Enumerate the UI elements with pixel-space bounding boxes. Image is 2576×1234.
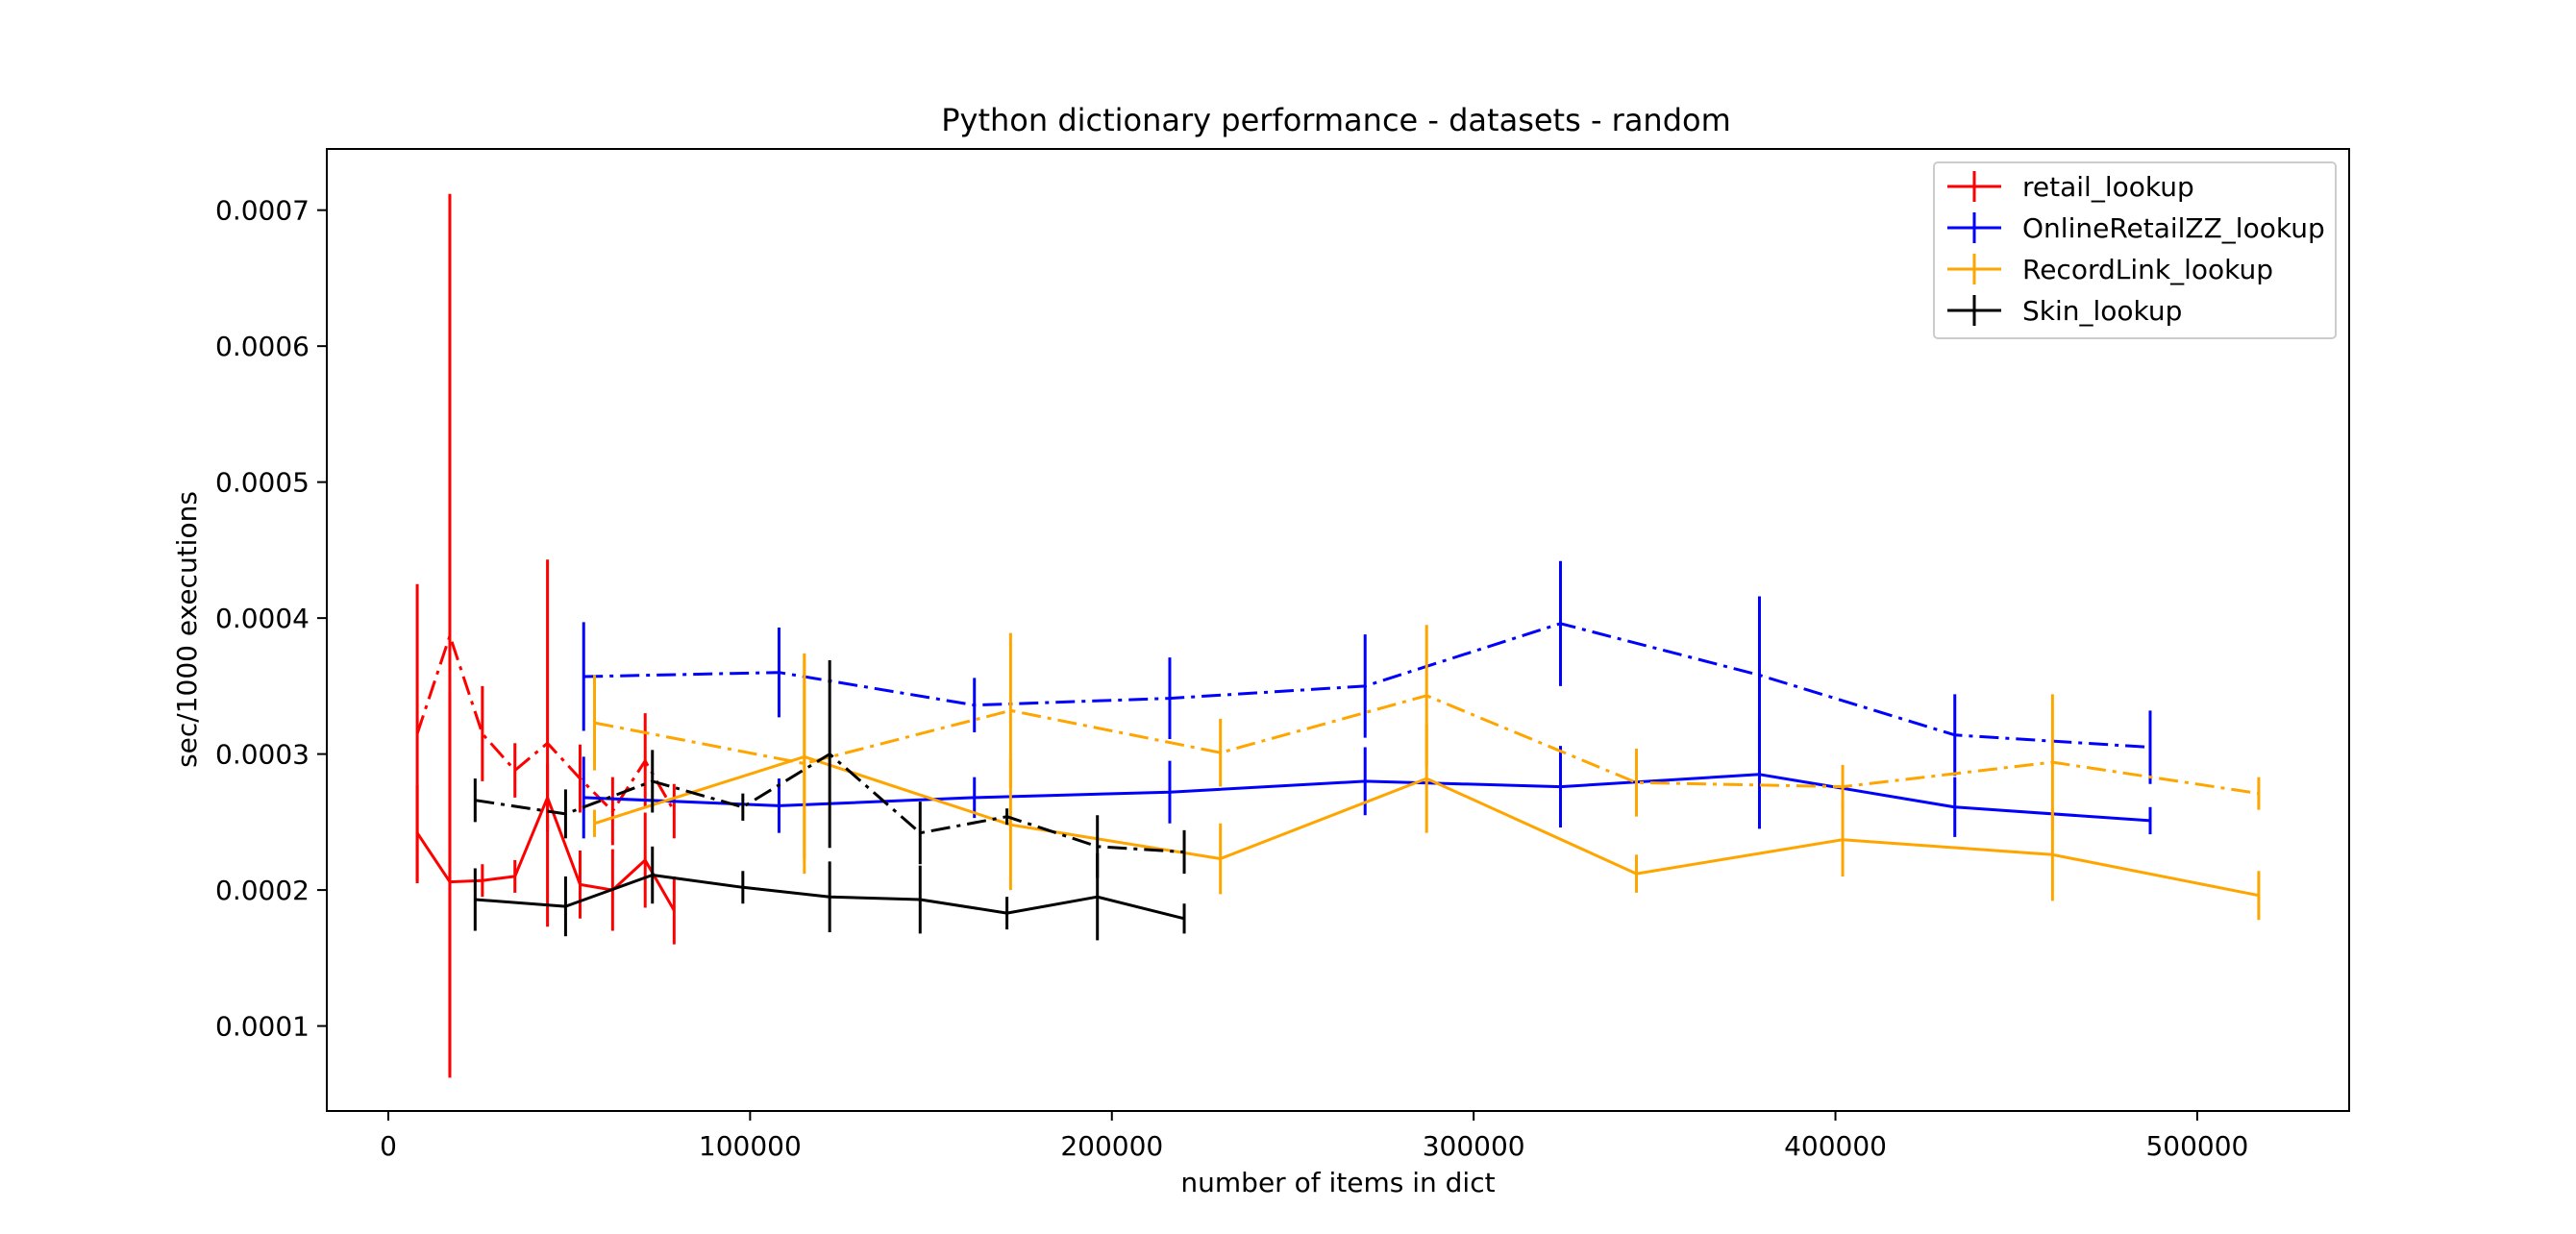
series-RecordLink_lookup-dashdot [593,625,2261,875]
series-Skin_lookup-solid [473,846,1186,941]
legend-label: Skin_lookup [2022,295,2182,327]
x-tick-label: 100000 [699,1130,802,1162]
y-tick-label: 0.0004 [215,603,310,634]
x-tick-label: 200000 [1060,1130,1163,1162]
plot-area [415,193,2261,1078]
series-OnlineRetailZZ_lookup-dashdot [582,560,2152,784]
x-tick-label: 500000 [2145,1130,2248,1162]
series-Skin_lookup-dashdot [473,659,1186,878]
x-tick-label: 400000 [1784,1130,1887,1162]
y-tick-label: 0.0007 [215,195,310,227]
x-axis-label: number of items in dict [1180,1167,1495,1198]
x-tick-label: 0 [380,1130,397,1162]
series-retail_lookup-dashdot [415,193,676,1078]
axes-frame [326,148,2350,1112]
legend: retail_lookup OnlineRetailZZ_lookup Record… [1933,161,2337,339]
legend-label: retail_lookup [2022,171,2194,203]
y-axis-label: sec/1000 executions [171,491,203,768]
y-tick-label: 0.0005 [215,467,310,499]
y-tick-label: 0.0003 [215,739,310,771]
y-axis: 0.0001 0.0002 0.0003 0.0004 0.0005 0.0006 0.00… [215,195,327,1043]
legend-box [1933,161,2337,339]
y-tick-label: 0.0006 [215,331,310,362]
y-tick-label: 0.0001 [215,1011,310,1043]
x-axis: 0 100000 200000 300000 400000 500000 [380,1111,2248,1162]
chart-title: Python dictionary performance - datasets… [941,102,1731,138]
x-tick-label: 300000 [1423,1130,1525,1162]
y-tick-label: 0.0002 [215,875,310,906]
legend-label: RecordLink_lookup [2022,254,2273,285]
legend-label: OnlineRetailZZ_lookup [2022,212,2325,244]
